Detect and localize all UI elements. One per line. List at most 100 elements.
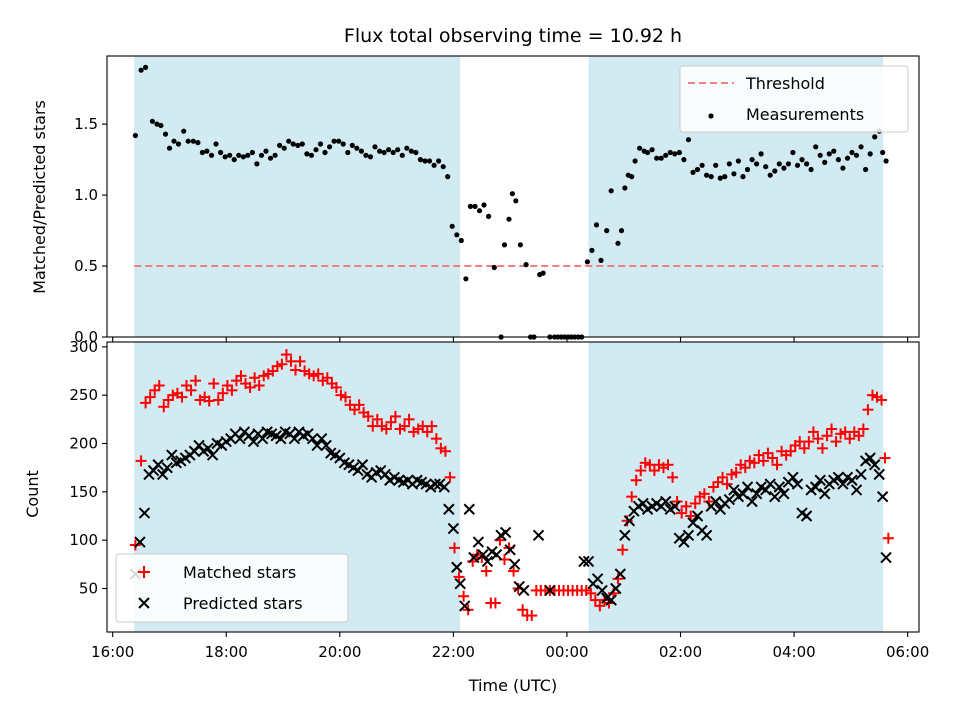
matched-star-point (798, 442, 810, 454)
threshold-legend-label: Threshold (745, 74, 825, 93)
x-stroke-b (486, 546, 498, 558)
measurement-point (317, 141, 324, 147)
matched-star-point (857, 423, 869, 435)
x-stroke-b (710, 495, 722, 508)
x-stroke-b (243, 430, 255, 442)
matched-star-point (771, 459, 783, 471)
matched-star-point (444, 471, 456, 483)
measurement-point (349, 142, 355, 148)
predicted-star-point (605, 594, 617, 606)
measurement-point (436, 158, 442, 164)
measurement-point (213, 141, 219, 147)
predicted-star-point (275, 432, 287, 445)
matched-star-point (585, 587, 597, 599)
x-stroke-b (700, 529, 713, 542)
x-stroke-b (420, 478, 432, 490)
count-axes-frame (106, 341, 920, 633)
x-stroke-b (591, 573, 604, 585)
x-stroke-b (325, 447, 337, 459)
measurement-point (431, 162, 437, 168)
predicted-star-point (256, 432, 269, 445)
x-axis-label: Time (UTC) (468, 676, 557, 695)
predicted-star-point (791, 478, 804, 490)
x-stroke-b (864, 452, 876, 464)
measurement-point (149, 118, 155, 124)
measurement-point (872, 134, 878, 140)
matched-star-point (190, 375, 202, 387)
count-y-tick-label: 100 (69, 531, 98, 549)
measurement-point (313, 147, 319, 153)
x-stroke-b (275, 432, 287, 445)
predicted-star-point (288, 432, 301, 445)
measurement-point (632, 158, 638, 164)
matched-star-point (140, 397, 152, 409)
measurement-point (290, 141, 296, 147)
x-stroke-b (261, 426, 273, 438)
x-stroke-b (320, 439, 332, 452)
predicted-star-point (610, 582, 622, 595)
measurement-point (722, 174, 728, 180)
x-stroke-b (411, 474, 423, 486)
x-stroke-b (614, 568, 627, 580)
x-stroke-b (347, 461, 360, 474)
matched-star-point (362, 410, 374, 422)
x-stroke-b (343, 459, 355, 471)
count-y-tick-label: 50 (79, 580, 98, 598)
matched-star-point (753, 449, 765, 461)
x-stroke-b (468, 551, 480, 564)
ratio-y-tick-label: 1.0 (74, 186, 98, 204)
predicted-star-point (710, 495, 722, 508)
x-stroke-b (832, 471, 845, 484)
matched-star-point (739, 462, 751, 474)
measurement-point (295, 142, 301, 148)
measurement-point (491, 264, 497, 271)
measurement-point (509, 191, 515, 197)
measurement-point (749, 157, 755, 163)
measurement-point (593, 222, 600, 228)
matched-star-point (803, 436, 815, 448)
predicted-star-point (443, 503, 455, 515)
x-stroke-b (234, 432, 246, 445)
measurement-point (227, 152, 233, 158)
measurement-point (218, 149, 224, 156)
x-stroke-b (459, 600, 471, 612)
predicted-star-point (846, 474, 858, 486)
x-stroke-b (787, 471, 799, 484)
ratio-y-tick-label: 1.5 (74, 115, 98, 133)
measurement-point (245, 152, 251, 158)
x-stroke-b (837, 478, 849, 490)
measurement-point (143, 64, 149, 70)
x-stroke-b (315, 432, 328, 445)
x-stroke-b (138, 507, 151, 519)
predicted-star-point (429, 478, 441, 490)
measurement-point (690, 169, 696, 175)
measurement-point (663, 152, 669, 158)
count-axes: 50 100 150 200 250 300 16:00 18:00 20:00 22:00 00:… (69, 338, 929, 661)
ratio-y-axis-label: Matched/Predicted stars (30, 100, 49, 294)
measurement-point (744, 166, 751, 173)
predicted-star-point (787, 471, 799, 484)
x-stroke-b (206, 449, 219, 461)
matched-star-point (244, 381, 256, 393)
matched-star-point (421, 426, 433, 438)
measurement-point (713, 162, 719, 168)
predicted-star-point (778, 488, 790, 500)
matched-legend-marker (138, 566, 150, 578)
measurement-point (486, 213, 492, 219)
x-stroke-b (211, 437, 223, 450)
measurement-point (166, 145, 173, 151)
measurement-point (685, 137, 692, 143)
x-stroke-b (619, 529, 631, 542)
measurement-point (708, 174, 714, 180)
x-stroke-b (166, 449, 178, 461)
matched-star-point (785, 445, 797, 457)
measurement-point (272, 152, 278, 158)
x-stroke-b (443, 503, 455, 515)
x-stroke-b (846, 474, 858, 486)
x-stroke-b (737, 488, 749, 500)
x-stroke-b (819, 488, 831, 500)
count-y-tick-label: 250 (69, 386, 98, 404)
count-panel: 50 100 150 200 250 300 16:00 18:00 20:00 22:00 00:… (23, 338, 929, 695)
measurement-point (263, 148, 269, 154)
x-stroke-b (256, 432, 269, 445)
